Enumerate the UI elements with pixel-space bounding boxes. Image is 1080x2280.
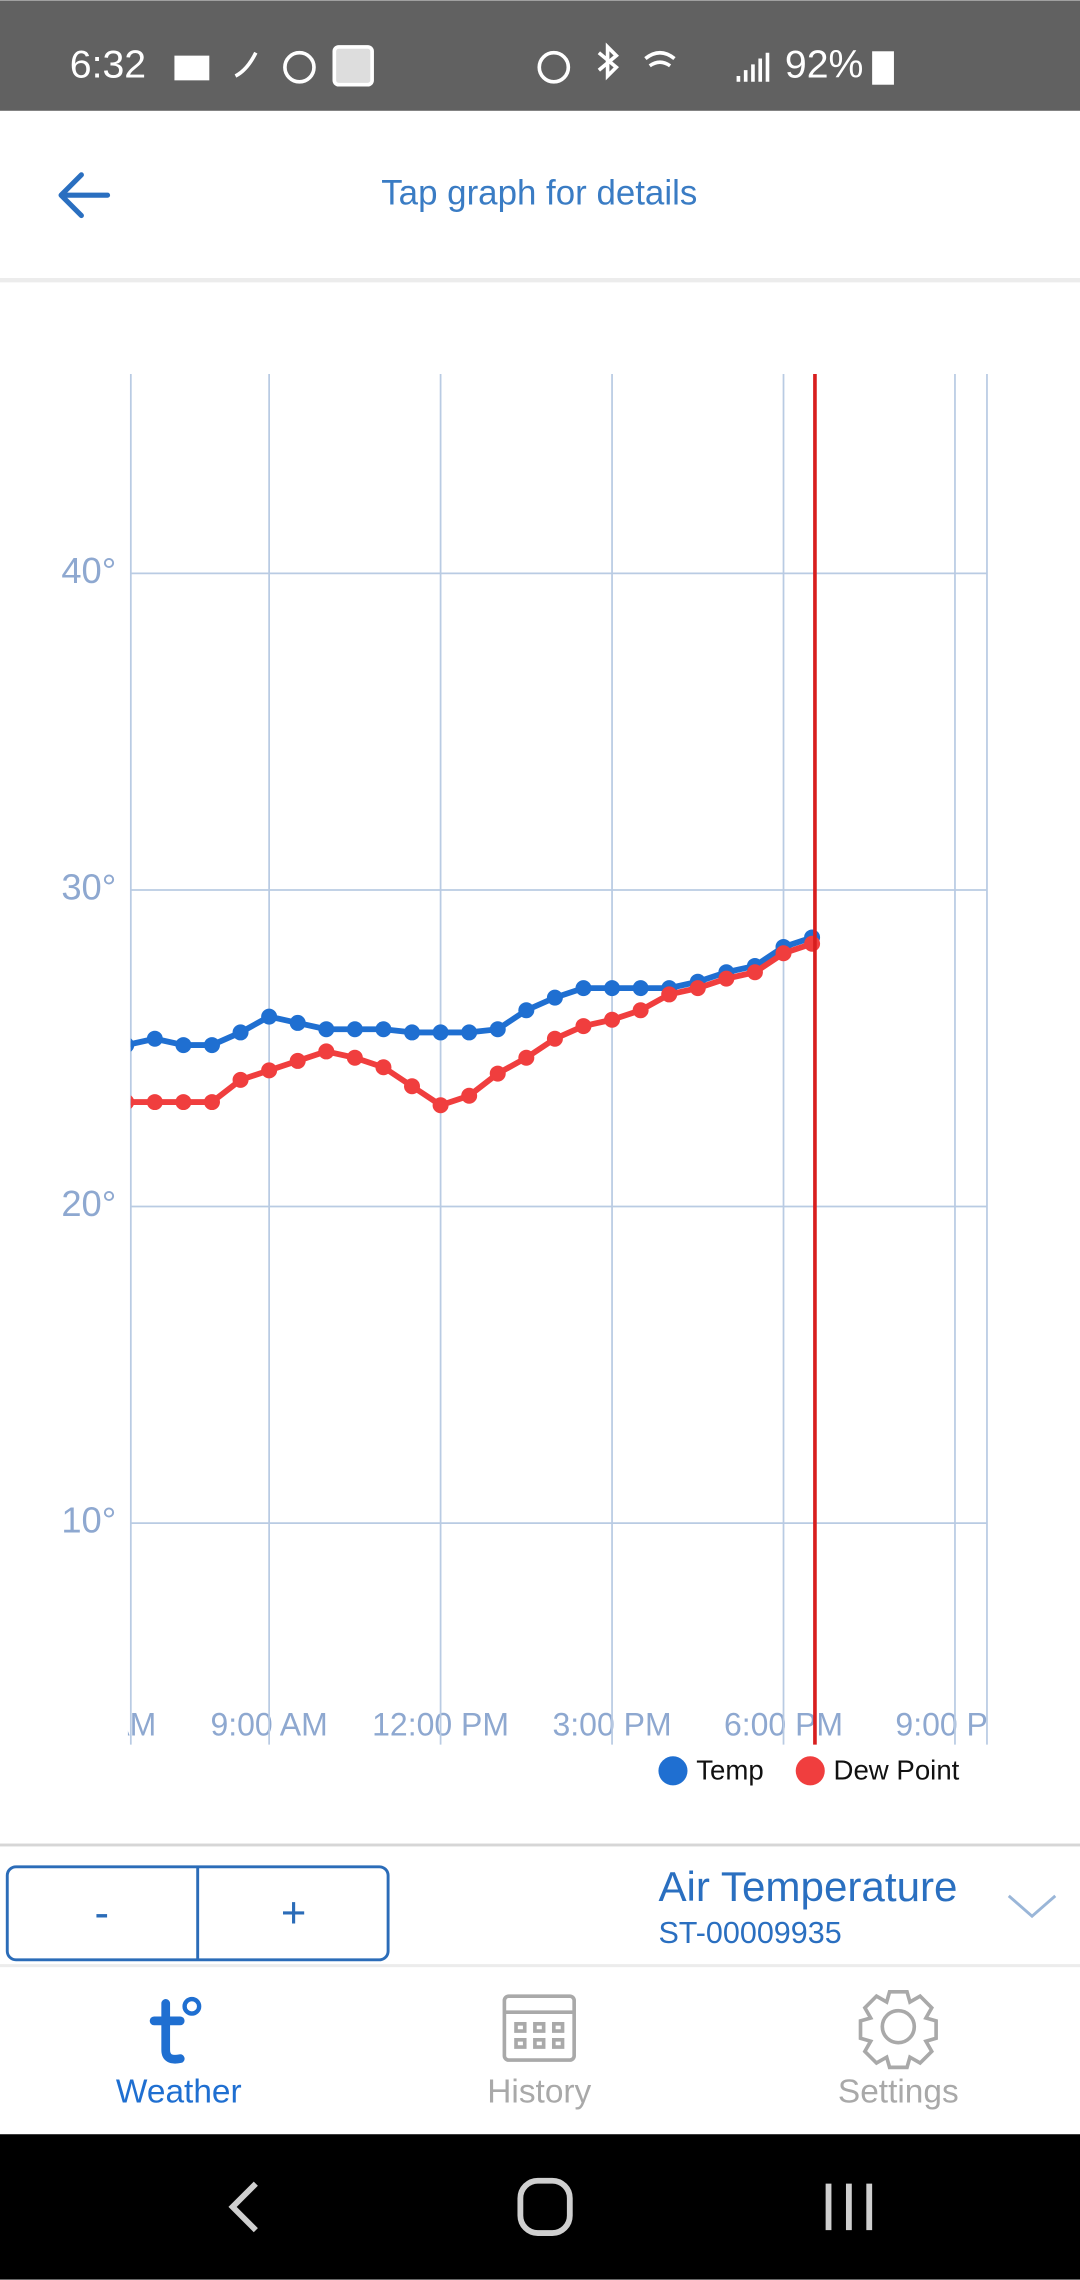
data-point <box>232 1071 249 1088</box>
legend-label: Temp <box>696 1755 764 1786</box>
data-point <box>175 1037 192 1054</box>
nav-tab[interactable]: History <box>487 2073 591 2110</box>
sensor-selector[interactable]: Air Temperature <box>658 1863 957 1910</box>
data-point <box>689 980 706 997</box>
system-nav <box>0 2134 1080 2280</box>
data-point <box>632 980 649 997</box>
data-point <box>546 1030 563 1047</box>
data-point <box>432 1024 449 1041</box>
data-point <box>461 1087 478 1104</box>
nav-tab[interactable]: Settings <box>838 2073 959 2110</box>
chart[interactable]: 10° 20° 30° 40° 6:00 AM 9:00 AM 12:00 PM 3:00 P… <box>39 373 1014 1786</box>
data-point <box>604 980 621 997</box>
legend-marker <box>795 1756 825 1786</box>
x-grid <box>268 373 956 1745</box>
data-point <box>432 1097 449 1114</box>
data-point <box>632 1002 649 1019</box>
y-tick-label: 40° <box>61 550 116 591</box>
header-title: Tap graph for details <box>381 173 697 212</box>
data-point <box>318 1043 335 1060</box>
system-back[interactable] <box>228 2181 258 2233</box>
data-point <box>318 1021 335 1038</box>
nav-tab[interactable]: Weather <box>116 2073 242 2110</box>
data-point <box>346 1021 363 1038</box>
data-point <box>130 1095 135 1109</box>
legend-label: Dew Point <box>834 1755 960 1786</box>
settings-icon <box>858 1989 938 2070</box>
back-button[interactable] <box>58 172 111 219</box>
history-icon <box>502 1994 576 2062</box>
status-time: 6:32 <box>70 43 146 87</box>
data-point <box>346 1049 363 1066</box>
status-bar <box>0 0 1080 111</box>
legend-marker <box>658 1756 688 1786</box>
system-recents[interactable] <box>825 2183 873 2231</box>
data-point <box>289 1014 306 1031</box>
data-point <box>518 1002 535 1019</box>
legend: Temp Dew Point <box>658 1755 960 1786</box>
data-point <box>804 935 821 952</box>
data-point <box>203 1037 220 1054</box>
data-point <box>175 1094 192 1111</box>
x-tick-labels: 6:00 AM 9:00 AM 12:00 PM 3:00 PM 6:00 PM 9:00… <box>39 1707 1014 1743</box>
data-point <box>489 1021 506 1038</box>
sensor-id: ST-00009935 <box>658 1916 841 1950</box>
dropdown-chevron[interactable] <box>1007 1894 1057 1919</box>
data-point <box>289 1052 306 1069</box>
data-point <box>146 1030 163 1047</box>
system-home[interactable] <box>517 2177 573 2236</box>
data-point <box>375 1021 392 1038</box>
data-point <box>518 1049 535 1066</box>
data-point <box>575 1018 592 1035</box>
data-point <box>261 1062 278 1079</box>
data-point <box>661 986 678 1003</box>
weather-icon <box>149 1996 202 2064</box>
status-icons <box>174 42 770 87</box>
data-point <box>146 1094 163 1111</box>
data-point <box>261 1008 278 1025</box>
x-tick-label: 9:00 PM <box>895 1707 1014 1743</box>
data-point <box>404 1078 421 1095</box>
y-tick-label: 30° <box>61 867 116 908</box>
y-tick-label: 10° <box>61 1500 116 1541</box>
bottom-nav <box>0 1965 1080 2135</box>
data-point <box>746 964 763 981</box>
data-point <box>546 989 563 1006</box>
data-point <box>575 980 592 997</box>
data-point <box>375 1059 392 1076</box>
data-point <box>718 970 735 987</box>
zoom-in-button[interactable]: + <box>281 1890 306 1938</box>
separator <box>0 1843 1080 1847</box>
header <box>0 110 1080 280</box>
plot <box>130 929 821 1114</box>
zoom-out-button[interactable]: - <box>94 1890 109 1938</box>
battery-icon <box>872 51 894 85</box>
x-tick-label: 6:00 AM <box>39 1707 156 1743</box>
data-point <box>232 1024 249 1041</box>
status-battery: 92% <box>785 43 864 87</box>
data-point <box>604 1011 621 1028</box>
data-point <box>130 1038 135 1052</box>
data-point <box>404 1024 421 1041</box>
y-tick-label: 20° <box>61 1183 116 1224</box>
data-point <box>775 945 792 962</box>
data-point <box>489 1065 506 1082</box>
data-point <box>461 1024 478 1041</box>
data-point <box>203 1094 220 1111</box>
header-shadow <box>0 278 1080 283</box>
